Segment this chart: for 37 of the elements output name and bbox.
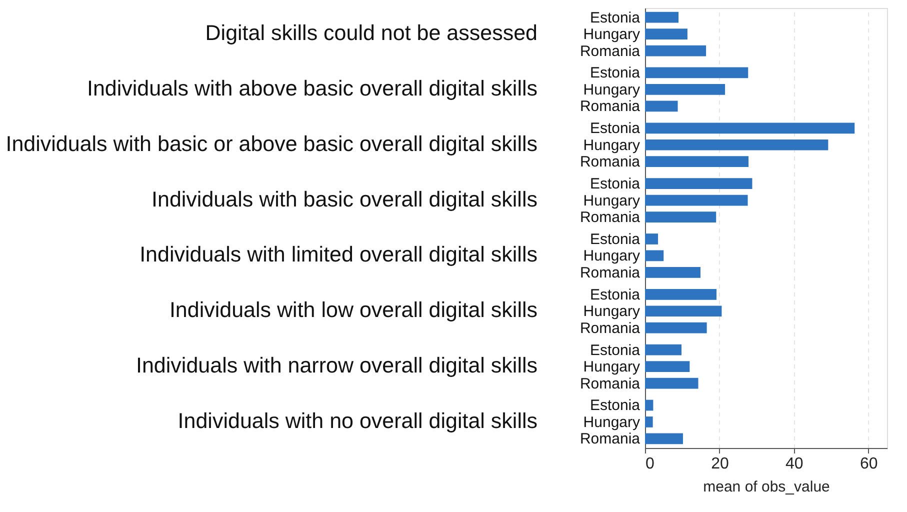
text: Estonia — [590, 286, 640, 304]
text: Hungary — [583, 81, 640, 98]
text: Romania — [580, 264, 640, 282]
y-tick-label: Individuals with above basic overall digital skills — [86, 76, 538, 100]
series-label: Estonia — [590, 9, 641, 26]
text: Estonia — [590, 230, 640, 248]
x-tick-label: 20 — [711, 456, 729, 472]
text: Hungary — [583, 358, 640, 376]
text: Romania — [580, 154, 640, 171]
text: Hungary — [583, 192, 640, 210]
x-axis-title: mean of obs_value — [703, 478, 830, 496]
text: Romania — [580, 98, 640, 116]
series-label: Hungary — [583, 26, 640, 44]
x-tick-label: 40 — [786, 456, 804, 472]
series-label: Romania — [580, 42, 641, 60]
y-tick-label: Individuals with no overall digital skills — [178, 408, 538, 433]
y-tick-label: Individuals with basic or above basic overall digital skills — [6, 132, 538, 156]
text: Estonia — [590, 176, 640, 193]
text: Romania — [580, 430, 640, 448]
y-tick-label: Individuals with limited overall digital skills — [140, 242, 538, 267]
y-tick-label: Digital skills could not be assessed — [205, 21, 538, 46]
x-tick-label: 60 — [860, 456, 878, 472]
y-tick-label: Individuals with narrow overall digital skills — [136, 354, 538, 378]
text: Hungary — [583, 248, 640, 265]
text: Romania — [580, 320, 640, 337]
text: Estonia — [590, 397, 640, 414]
y-tick-label: Individuals with low overall digital skills — [169, 298, 538, 322]
y-tick-label: Individuals with basic overall digital skills — [152, 187, 538, 212]
text: Romania — [580, 209, 640, 226]
text: Hungary — [583, 303, 640, 320]
text: Estonia — [590, 120, 640, 138]
text: Estonia — [590, 342, 640, 359]
x-tick-label: 0 — [646, 456, 654, 472]
text: Estonia — [590, 64, 640, 82]
text: Romania — [580, 375, 640, 392]
text: Hungary — [583, 414, 640, 431]
text: Hungary — [583, 136, 640, 154]
